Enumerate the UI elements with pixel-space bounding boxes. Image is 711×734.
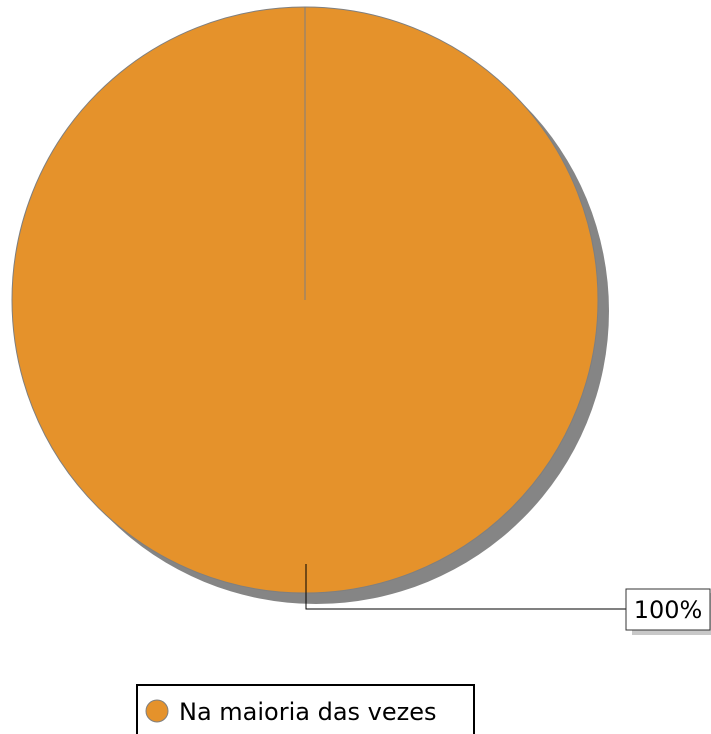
legend-box [136, 684, 475, 734]
data-label-box [625, 588, 711, 631]
data-label: 100% [634, 596, 703, 624]
leader-line [305, 564, 628, 610]
legend-swatch [145, 699, 169, 723]
pie-slices [11, 6, 599, 594]
legend-label: Na maioria das vezes [179, 698, 437, 726]
